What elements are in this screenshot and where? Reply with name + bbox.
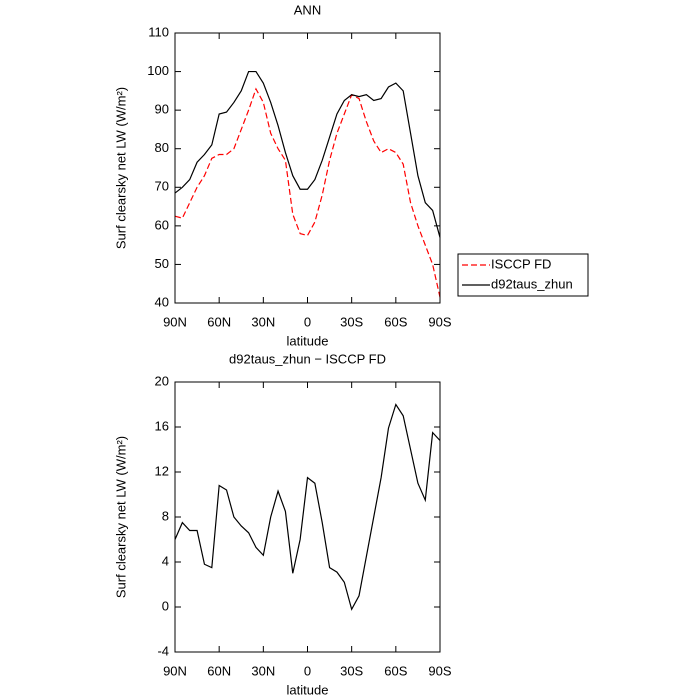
x-tick-label: 90N [163,663,187,678]
legend-label: ISCCP FD [491,256,551,271]
y-tick-label: 50 [155,256,169,271]
y-tick-label: 100 [147,63,169,78]
y-tick-label: 110 [148,24,169,39]
x-tick-label: 30N [251,314,275,329]
chart-title: ANN [294,2,321,17]
y-tick-label: 40 [155,294,169,309]
y-tick-label: 70 [155,179,169,194]
x-tick-label: 60S [384,314,407,329]
y-tick-label: 8 [162,508,169,523]
plot-frame [174,381,441,653]
x-tick-label: 90N [163,314,187,329]
chart-title: d92taus_zhun − ISCCP FD [229,351,386,366]
y-axis-label: Surf clearsky net LW (W/m²) [113,87,128,249]
data-line [174,403,441,611]
data-line [174,70,441,238]
y-tick-label: 80 [155,140,169,155]
x-tick-label: 30S [340,663,363,678]
y-tick-label: 4 [162,553,169,568]
x-tick-label: 90S [428,663,451,678]
x-tick-label: 90S [428,314,451,329]
plot-frame [174,32,441,304]
x-tick-label: 60N [207,663,231,678]
y-tick-label: 90 [155,102,169,117]
x-tick-label: 30N [251,663,275,678]
y-tick-label: 20 [155,373,169,388]
y-tick-label: 0 [162,598,169,613]
y-tick-label: 12 [155,463,169,478]
legend-box [457,253,589,297]
x-tick-label: 30S [340,314,363,329]
legend-label: d92taus_zhun [491,276,573,291]
x-axis-label: latitude [287,333,329,348]
x-axis-label: latitude [287,682,329,697]
y-tick-label: 16 [155,418,169,433]
y-tick-label: -4 [157,643,169,658]
x-tick-label: 0 [304,314,311,329]
x-tick-label: 0 [304,663,311,678]
x-tick-label: 60S [384,663,407,678]
y-axis-label: Surf clearsky net LW (W/m²) [113,436,128,598]
x-tick-label: 60N [207,314,231,329]
y-tick-label: 60 [155,217,169,232]
data-line [174,87,441,298]
